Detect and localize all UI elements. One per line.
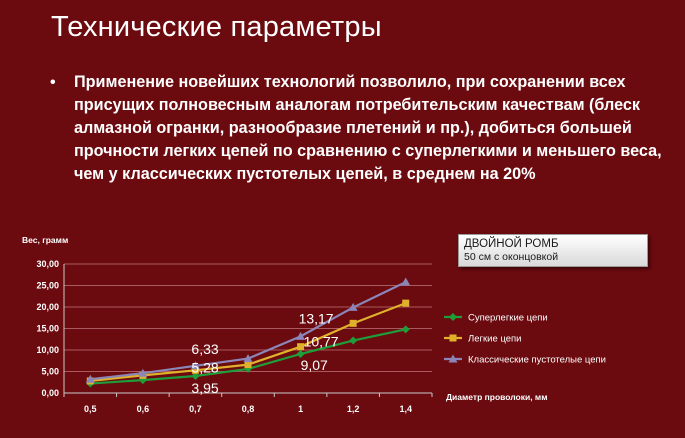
data-point [138,368,148,377]
y-tick-label: 25,00 [36,281,59,291]
y-tick-label: 15,00 [36,324,59,334]
y-tick-label: 5,00 [41,367,59,377]
x-tick-label: 0,6 [137,404,150,414]
x-axis-title: Диаметр проволоки, мм [446,392,548,402]
x-tick-label: 0,7 [189,404,202,414]
legend-marker [449,313,457,321]
legend-label: Суперлегкие цепи [468,313,548,324]
slide-title: Технические параметры [51,11,382,43]
y-tick-label: 30,00 [36,259,59,269]
info-box-subtitle: 50 см с оконцовкой [464,251,559,263]
y-tick-label: 20,00 [36,302,59,312]
data-point [191,372,200,381]
data-point [401,277,411,286]
data-point [402,299,410,307]
bullet-paragraph: • Применение новейших технологий позволи… [50,71,671,186]
data-label: 3,95 [191,380,218,396]
data-point [296,349,305,358]
data-point [85,374,95,383]
data-label: 9,07 [301,357,328,373]
data-label: 6,33 [191,341,218,357]
data-point [348,302,358,311]
data-point [401,325,410,334]
y-tick-label: 0,00 [41,388,59,398]
data-point [190,361,200,370]
y-axis-title: Вес, грамм [22,235,68,245]
y-tick-label: 10,00 [36,345,59,355]
info-box-title: ДВОЙНОЙ РОМБ [464,238,559,250]
data-point [297,343,305,351]
data-point [349,319,357,327]
data-label: 10,77 [304,334,339,350]
legend-label: Легкие цепи [468,334,521,345]
data-label: 13,17 [299,310,334,326]
data-point [244,361,252,369]
bullet-text: Применение новейших технологий позволило… [74,73,662,183]
data-label: 5,28 [191,359,218,375]
x-tick-label: 1 [298,404,303,414]
legend-marker [448,354,458,363]
bullet-dot-icon: • [50,74,56,91]
x-tick-label: 1,2 [347,404,360,414]
legend-marker [449,334,457,342]
data-point [349,336,358,345]
data-point [243,354,253,363]
x-tick-label: 0,8 [242,404,255,414]
x-tick-label: 1,4 [399,404,412,414]
legend-label: Классические пустотелые цепи [468,355,606,366]
x-tick-label: 0,5 [84,404,97,414]
data-point [296,331,306,340]
info-box: ДВОЙНОЙ РОМБ 50 см с оконцовкой [458,234,648,267]
data-point [191,366,199,374]
